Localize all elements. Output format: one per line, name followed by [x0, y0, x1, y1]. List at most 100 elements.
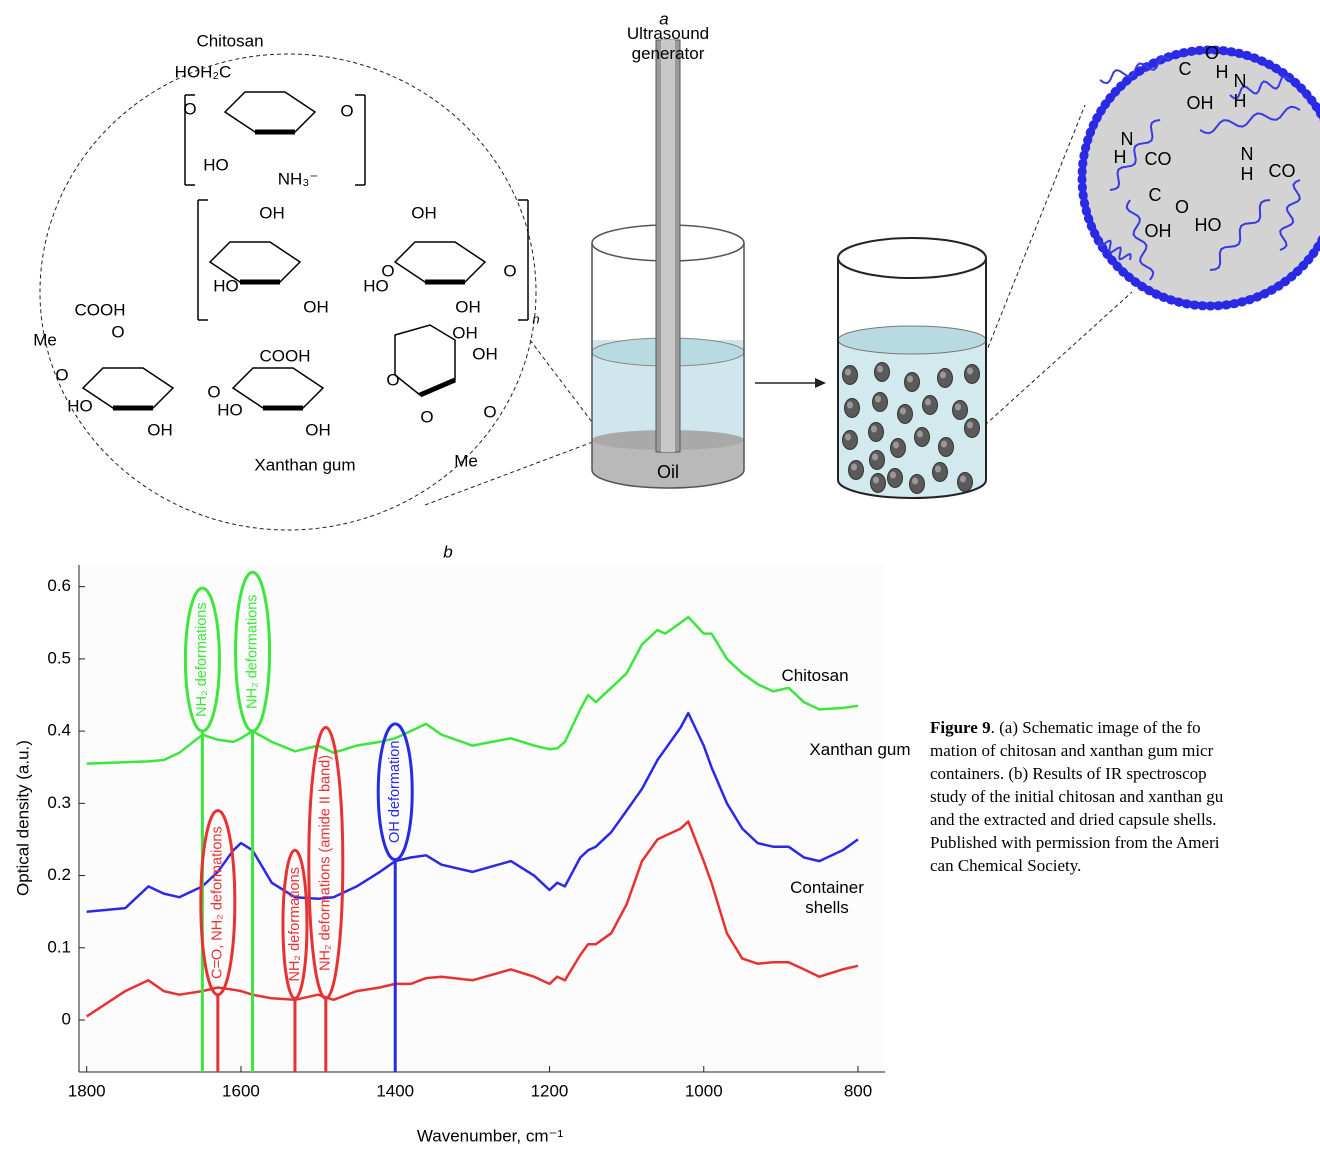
- particle-highlight: [900, 408, 906, 415]
- particle-highlight: [851, 464, 857, 471]
- y-axis-label: Optical density (a.u.): [13, 740, 32, 896]
- particle-highlight: [871, 426, 877, 433]
- ring: [233, 368, 323, 408]
- atom-label: O: [340, 101, 353, 120]
- particle-highlight: [941, 441, 947, 448]
- y-tick-label: 0.2: [47, 865, 71, 884]
- particle-highlight: [873, 477, 879, 484]
- particle-highlight: [845, 369, 851, 376]
- series-label: Chitosan: [770, 666, 860, 686]
- series-label: Container shells: [782, 878, 872, 918]
- particle: [905, 373, 920, 392]
- capsule-label: H: [1114, 147, 1127, 167]
- figure: a Chitosan Xanthan gum Oil b Wavenumber,…: [0, 0, 1320, 1155]
- capsule-label: H: [1216, 62, 1229, 82]
- caption-line: mation of chitosan and xanthan gum micr: [930, 739, 1320, 762]
- atom-label: HO: [213, 276, 239, 295]
- x-tick-label: 1200: [531, 1081, 569, 1100]
- atom-label: OH: [452, 323, 478, 342]
- particle: [933, 463, 948, 482]
- capsule-label: CO: [1145, 149, 1172, 169]
- ring: [395, 242, 485, 282]
- atom-label: COOH: [260, 346, 311, 365]
- annotation-label: C=O, NH₂ deformations: [210, 826, 226, 979]
- figure-page: a Chitosan Xanthan gum Oil b Wavenumber,…: [0, 0, 1320, 1155]
- compound-name: Chitosan: [196, 31, 263, 50]
- particle: [958, 473, 973, 492]
- atom-label: OH: [472, 344, 498, 363]
- particle-highlight: [872, 454, 878, 461]
- particle-highlight: [925, 399, 931, 406]
- y-tick-label: 0.1: [47, 937, 71, 956]
- capsule-label: H: [1234, 91, 1247, 111]
- atom-label: HO: [67, 396, 93, 415]
- atom-label: O: [207, 382, 220, 401]
- particle: [875, 363, 890, 382]
- particle: [843, 431, 858, 450]
- atom-label: HOH₂C: [175, 62, 232, 81]
- x-axis-label: Wavenumber, cm⁻¹: [417, 1126, 564, 1145]
- atom-label: O: [503, 261, 516, 280]
- particle-highlight: [935, 466, 941, 473]
- particle-highlight: [890, 472, 896, 479]
- caption-line: containers. (b) Results of IR spectrosco…: [930, 762, 1320, 785]
- atom-label: OH: [147, 420, 173, 439]
- atom-label: OH: [259, 203, 285, 222]
- zoom-line: [975, 105, 1085, 380]
- particle-highlight: [847, 402, 853, 409]
- y-tick-label: 0: [62, 1009, 71, 1028]
- atom-label: O: [183, 99, 196, 118]
- caption-line: Published with permission from the Ameri: [930, 831, 1320, 854]
- particle: [915, 428, 930, 447]
- y-tick-label: 0.5: [47, 648, 71, 667]
- ring: [225, 92, 315, 132]
- particle: [923, 396, 938, 415]
- particle-highlight: [955, 404, 961, 411]
- beaker-1: [592, 40, 744, 488]
- arrow-head: [815, 378, 826, 388]
- atom-label: OH: [455, 297, 481, 316]
- particle-highlight: [877, 366, 883, 373]
- beaker-2: [838, 238, 986, 498]
- particle-highlight: [967, 422, 973, 429]
- particle-highlight: [845, 434, 851, 441]
- oil-label: Oil: [657, 462, 679, 482]
- atom-label: O: [55, 365, 68, 384]
- particle: [871, 474, 886, 493]
- atom-label: O: [111, 322, 124, 341]
- zoom-line: [985, 292, 1132, 425]
- caption-line: and the extracted and dried capsule shel…: [930, 808, 1320, 831]
- atom-label: NH₃⁻: [278, 169, 318, 188]
- x-tick-label: 1400: [376, 1081, 414, 1100]
- caption-line: can Chemical Society.: [930, 854, 1320, 877]
- particle-highlight: [912, 478, 918, 485]
- y-tick-label: 0.6: [47, 576, 71, 595]
- x-tick-label: 1800: [68, 1081, 106, 1100]
- bracket: [518, 200, 528, 320]
- capsule-label: C: [1149, 185, 1162, 205]
- particle-highlight: [960, 476, 966, 483]
- atom-label: O: [386, 370, 399, 389]
- x-tick-label: 1000: [685, 1081, 723, 1100]
- particle: [870, 451, 885, 470]
- ultrasound-label: Ultrasound generator: [608, 24, 728, 64]
- capsule-label: N: [1234, 71, 1247, 91]
- compound-name: Xanthan gum: [254, 455, 355, 474]
- particle-highlight: [907, 376, 913, 383]
- bracket: [355, 95, 365, 185]
- beaker-rim: [838, 238, 986, 278]
- atom-label: COOH: [75, 300, 126, 319]
- capsule-label: N: [1241, 144, 1254, 164]
- particle-highlight: [967, 368, 973, 375]
- atom-label: Me: [454, 451, 478, 470]
- annotation-label: NH₂ deformations: [287, 867, 303, 981]
- capsule-label: C: [1179, 59, 1192, 79]
- atom-label: OH: [303, 297, 329, 316]
- capsule-label: H: [1241, 164, 1254, 184]
- bracket: [198, 200, 208, 320]
- particle: [849, 461, 864, 480]
- capsule-label: O: [1175, 197, 1189, 217]
- particle: [953, 401, 968, 420]
- chart: b Wavenumber, cm⁻¹ Optical density (a.u.…: [13, 542, 885, 1145]
- zoom-line: [530, 340, 598, 430]
